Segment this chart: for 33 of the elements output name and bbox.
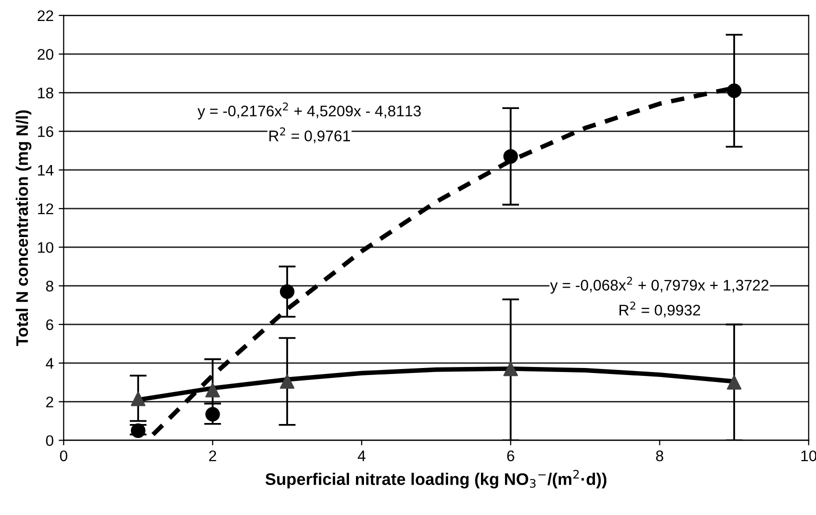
point bbox=[503, 362, 518, 376]
point bbox=[205, 406, 220, 422]
y-tick-label: 20 bbox=[38, 48, 54, 60]
point bbox=[726, 83, 742, 98]
annotation: y = -0,068x$^{2}$ + 0,7979x + 1,3722 bbox=[550, 276, 768, 294]
x-tick-label: 4 bbox=[358, 450, 366, 462]
x-tick-label: 8 bbox=[656, 450, 664, 462]
y-tick-label: 18 bbox=[38, 88, 54, 98]
point bbox=[280, 284, 294, 299]
point bbox=[280, 374, 294, 389]
point bbox=[503, 149, 518, 164]
y-tick-label: 4 bbox=[46, 358, 54, 369]
x-tick-label: 6 bbox=[507, 450, 514, 462]
x-axis-title: Superficial nitrate loading (kg NO$_{3}$$^{−}$/(m$^{2}$·d)) bbox=[265, 470, 606, 488]
point bbox=[130, 423, 146, 438]
annotation: R$^{2}$ = 0,9932 bbox=[620, 302, 700, 318]
x-tick-label: 2 bbox=[209, 450, 216, 462]
point bbox=[726, 375, 742, 390]
y-tick-label: 0 bbox=[46, 435, 54, 446]
point bbox=[205, 382, 220, 398]
y-tick-label: 6 bbox=[46, 319, 54, 330]
y-tick-label: 16 bbox=[38, 126, 54, 138]
y-tick-label: 12 bbox=[38, 203, 54, 214]
y-tick-label: 10 bbox=[38, 242, 54, 253]
y-tick-label: 22 bbox=[38, 10, 54, 21]
y-tick-label: 2 bbox=[46, 396, 54, 408]
y-axis-title: Total N concentration (mg N/l) bbox=[16, 110, 32, 346]
y-tick-label: 8 bbox=[46, 280, 54, 292]
annotation: y = -0,2176x$^{2}$ + 4,5209x - 4,8113 bbox=[198, 102, 421, 120]
x-tick-label: 0 bbox=[60, 450, 68, 462]
point bbox=[130, 392, 146, 406]
y-tick-label: 14 bbox=[38, 164, 54, 176]
annotation: R$^{2}$ = 0,9761 bbox=[269, 127, 350, 144]
